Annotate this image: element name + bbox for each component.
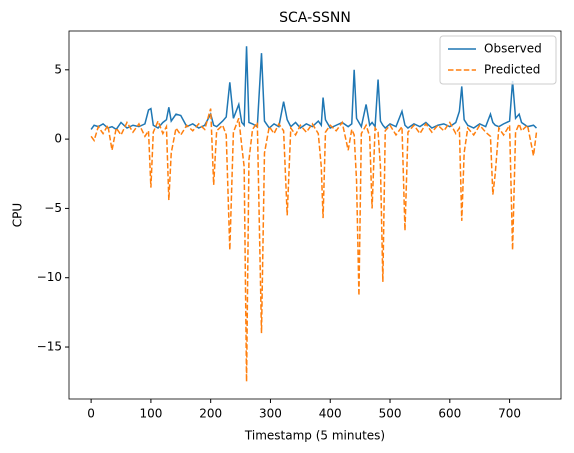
x-axis-label: Timestamp (5 minutes) (244, 429, 385, 443)
y-axis-label: CPU (11, 203, 25, 227)
legend-label: Observed (484, 42, 542, 56)
y-tick-label: −5 (44, 201, 62, 215)
y-tick-label: −10 (37, 270, 62, 284)
legend-label: Predicted (484, 63, 540, 77)
y-tick-label: −15 (37, 340, 62, 354)
x-tick-label: 100 (139, 407, 162, 421)
y-tick-label: 0 (54, 132, 62, 146)
x-tick-label: 600 (438, 407, 461, 421)
legend-box (439, 35, 557, 85)
chart-title: SCA-SSNN (279, 10, 351, 26)
x-tick-label: 0 (87, 407, 95, 421)
x-tick-label: 400 (319, 407, 342, 421)
y-tick-label: 5 (54, 62, 62, 76)
x-tick-label: 500 (379, 407, 402, 421)
x-tick-label: 300 (259, 407, 282, 421)
x-tick-label: 700 (498, 407, 521, 421)
plot-frame (68, 30, 562, 400)
data-line (90, 108, 538, 382)
x-tick-label: 200 (199, 407, 222, 421)
data-line (90, 46, 537, 131)
